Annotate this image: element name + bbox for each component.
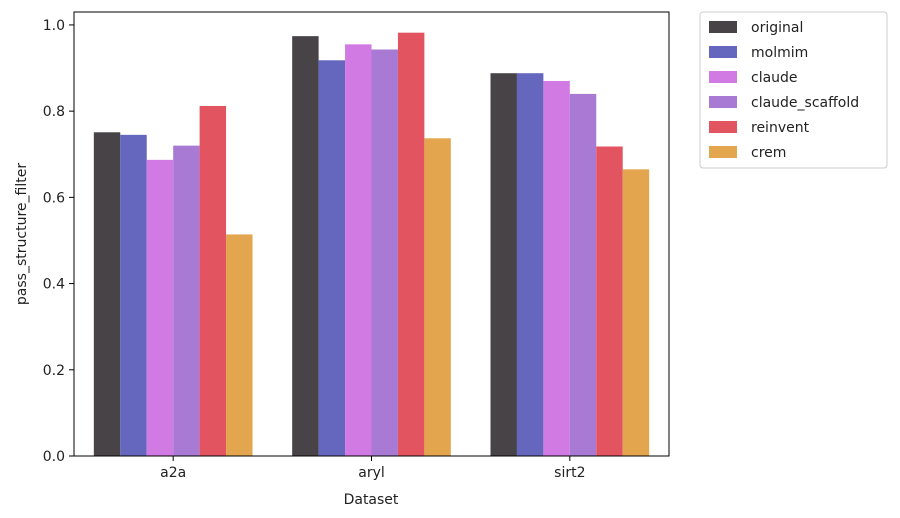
legend-label-crem: crem bbox=[751, 145, 786, 161]
legend-swatch-claude bbox=[709, 71, 737, 83]
y-tick-label: 0.6 bbox=[43, 190, 65, 206]
legend-swatch-reinvent bbox=[709, 121, 737, 133]
legend-label-reinvent: reinvent bbox=[751, 120, 810, 136]
bar-claude-aryl bbox=[345, 44, 372, 456]
legend-label-claude_scaffold: claude_scaffold bbox=[751, 95, 859, 111]
x-tick-label: aryl bbox=[358, 465, 385, 481]
bars-group bbox=[93, 32, 650, 457]
bar-molmim-a2a bbox=[120, 134, 147, 456]
bar-reinvent-aryl bbox=[397, 32, 425, 456]
y-tick-label: 1.0 bbox=[43, 18, 65, 34]
legend-frame bbox=[699, 11, 888, 169]
y-tick-label: 0.8 bbox=[43, 104, 65, 120]
bar-reinvent-sirt2 bbox=[596, 146, 623, 457]
y-axis: 0.0 0.2 0.4 0.6 0.8 1.0 bbox=[43, 18, 74, 465]
bar-claude_scaffold-aryl bbox=[371, 49, 398, 456]
x-axis-label: Dataset bbox=[344, 492, 399, 508]
y-tick-label: 0.0 bbox=[43, 449, 65, 465]
bar-claude-a2a bbox=[146, 159, 174, 457]
bar-claude-sirt2 bbox=[543, 80, 570, 456]
legend-label-claude: claude bbox=[751, 70, 798, 86]
bar-crem-a2a bbox=[226, 234, 253, 456]
legend-swatch-molmim bbox=[709, 46, 737, 58]
bar-original-aryl bbox=[292, 36, 319, 456]
x-axis: a2a aryl sirt2 bbox=[160, 456, 586, 481]
x-tick-label: a2a bbox=[160, 465, 186, 481]
bar-reinvent-a2a bbox=[199, 105, 227, 456]
legend-swatch-crem bbox=[709, 146, 737, 158]
bar-claude_scaffold-a2a bbox=[173, 145, 200, 456]
y-tick-label: 0.4 bbox=[43, 277, 65, 293]
legend-swatch-original bbox=[709, 21, 737, 33]
bar-crem-aryl bbox=[424, 138, 451, 457]
legend-label-original: original bbox=[751, 20, 803, 36]
bar-molmim-sirt2 bbox=[516, 73, 544, 457]
bar-original-sirt2 bbox=[490, 73, 517, 457]
bar-original-a2a bbox=[93, 132, 121, 456]
bar-claude_scaffold-sirt2 bbox=[569, 93, 597, 457]
y-axis-label: pass_structure_filter bbox=[14, 163, 30, 305]
x-tick-label: sirt2 bbox=[554, 465, 585, 481]
y-tick-label: 0.2 bbox=[43, 363, 65, 379]
bar-molmim-aryl bbox=[318, 60, 346, 456]
legend-label-molmim: molmim bbox=[751, 45, 808, 61]
bar-crem-sirt2 bbox=[622, 169, 650, 456]
legend-swatch-claude_scaffold bbox=[709, 96, 737, 108]
legend: original molmim claude claude_scaffoldreinv… bbox=[699, 11, 888, 169]
